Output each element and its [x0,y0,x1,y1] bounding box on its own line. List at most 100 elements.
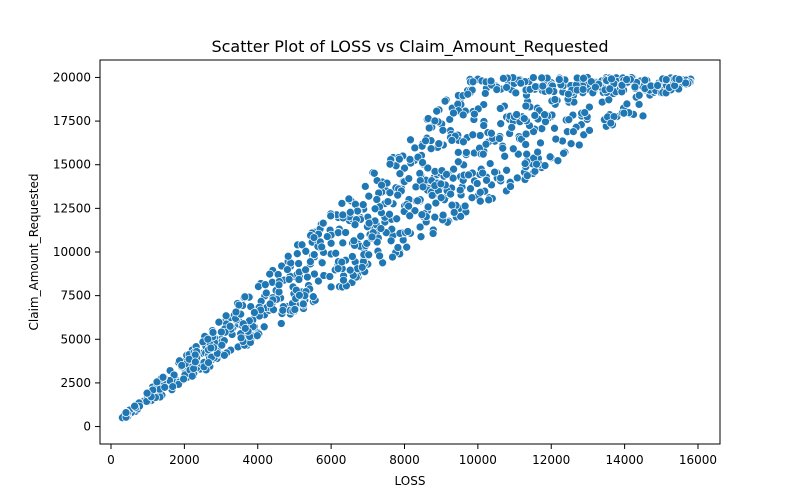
data-point [472,179,482,188]
data-point [468,130,478,140]
data-point [259,322,269,332]
data-point [395,154,404,164]
data-point [294,275,304,284]
data-point [294,259,303,268]
data-point [531,82,540,91]
data-point [466,184,475,194]
data-point [240,324,250,333]
data-point [292,249,302,259]
y-tick-label: 10000 [53,245,91,259]
data-point [502,165,511,175]
data-point [406,135,415,145]
data-point [345,265,355,275]
data-point [370,204,380,214]
data-point [516,78,526,88]
y-tick-label: 2500 [60,376,91,390]
data-point [306,257,315,267]
data-point [385,188,395,198]
data-point [190,357,200,367]
y-axis-label: Claim_Amount_Requested [27,174,41,331]
data-point [564,115,574,125]
data-point [338,210,348,220]
data-point [533,147,542,157]
data-point [521,140,531,149]
data-point [278,305,288,315]
data-point [540,161,550,170]
data-point [438,210,448,220]
data-point [500,151,510,161]
data-point [404,201,413,211]
data-point [375,251,384,261]
data-point [337,257,347,267]
data-point [261,288,271,298]
data-point [574,140,584,150]
y-tick-label: 7500 [60,289,91,303]
data-point [634,90,644,100]
data-point [506,182,515,191]
x-tick-label: 0 [107,453,115,467]
data-point [430,212,440,222]
y-tick-label: 12500 [53,201,91,215]
data-point [367,232,377,242]
data-point [357,262,367,272]
x-tick-label: 10000 [459,453,497,467]
data-point [240,292,250,302]
data-point [551,134,561,144]
data-point [661,75,671,85]
data-point [265,269,275,279]
data-point [121,408,131,417]
data-point [634,100,644,109]
y-tick-label: 0 [83,420,91,434]
data-point [463,89,473,99]
data-point [416,232,426,242]
data-point [423,202,433,212]
data-point [348,252,357,261]
data-point [231,307,241,317]
data-point [605,84,615,94]
data-point [421,136,430,146]
data-point [521,101,531,111]
data-point [467,193,477,203]
data-point [418,158,427,167]
data-point [559,148,568,158]
data-point [464,170,473,180]
data-point [424,123,434,133]
data-point [284,275,294,284]
data-point [298,299,308,309]
data-point [579,130,589,140]
y-tick-label: 5000 [60,332,91,346]
data-point [386,236,396,246]
data-point [591,82,600,92]
data-point [220,350,229,360]
data-point [434,139,444,149]
data-point [519,114,529,123]
data-point [314,276,323,286]
data-point [449,208,459,217]
data-point [545,152,555,162]
data-point [496,119,506,129]
data-point [427,191,437,200]
data-point [498,143,508,153]
data-point [360,182,370,191]
x-tick-label: 14000 [606,453,644,467]
data-point [479,121,489,130]
data-point [364,191,374,201]
data-point [290,305,300,314]
data-point [495,104,505,113]
data-point [482,175,491,185]
data-point [481,139,491,149]
data-point [168,382,178,391]
data-point [436,193,446,203]
data-point [507,123,517,132]
data-point [617,80,627,90]
data-point [221,311,231,321]
data-point [511,88,521,98]
data-point [550,123,559,133]
data-point [158,372,168,382]
data-point [203,334,213,344]
data-point [578,85,588,94]
data-point [187,371,197,381]
data-point [369,168,379,178]
data-point [415,169,425,178]
data-point [317,258,327,268]
